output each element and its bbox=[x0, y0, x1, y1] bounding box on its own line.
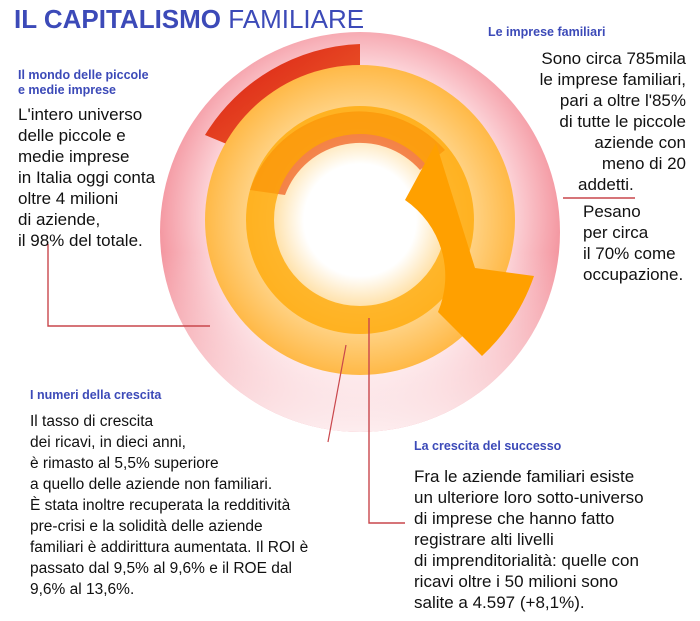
leader-line-successo bbox=[368, 318, 405, 524]
numeri-text-line: dei ricavi, in dieci anni, bbox=[30, 434, 186, 451]
numeri-text-line: Il tasso di crescita bbox=[30, 413, 154, 430]
numeri-heading: I numeri della crescita bbox=[30, 388, 161, 403]
successo-text-line: ricavi oltre i 50 milioni sono bbox=[414, 572, 619, 591]
successo-text-line: di imprese che hanno fatto bbox=[414, 509, 615, 528]
familiari-text-line: meno di 20 bbox=[601, 154, 686, 173]
numeri-text: Il tasso di crescita dei ricavi, in diec… bbox=[30, 411, 308, 600]
numeri-text-line: è rimasto al 5,5% superiore bbox=[30, 455, 219, 472]
orange-wedge bbox=[405, 143, 534, 356]
familiari-text-line: addetti. bbox=[578, 175, 634, 194]
successo-text-line: di imprenditorialità: quelle con bbox=[414, 551, 639, 570]
familiari-text-line: le imprese familiari, bbox=[539, 70, 686, 89]
numeri-text-line: familiari è addirittura aumentata. Il RO… bbox=[30, 539, 309, 556]
familiari-text-upper: Sono circa 785mila le imprese familiari,… bbox=[486, 48, 686, 195]
successo-text: Fra le aziende familiari esiste un ulter… bbox=[414, 466, 644, 613]
successo-heading: La crescita del successo bbox=[414, 439, 561, 454]
familiari-text-line: Pesano bbox=[583, 202, 641, 221]
successo-text-line: salite a 4.597 (+8,1%). bbox=[414, 593, 585, 612]
numeri-text-line: pre-crisi e la solidità delle aziende bbox=[30, 518, 263, 535]
pmi-text: L'intero universo delle piccole e medie … bbox=[18, 104, 155, 251]
pmi-text-line: medie imprese bbox=[18, 147, 130, 166]
familiari-text-line: per circa bbox=[583, 223, 649, 242]
numeri-text-line: 9,6% al 13,6%. bbox=[30, 581, 135, 598]
successo-text-line: Fra le aziende familiari esiste bbox=[414, 467, 635, 486]
title-light: FAMILIARE bbox=[228, 4, 365, 34]
familiari-text-line: aziende con bbox=[594, 133, 686, 152]
familiari-text-lower: Pesano per circa il 70% come occupazione… bbox=[583, 201, 683, 285]
leader-line-pmi bbox=[47, 244, 210, 327]
numeri-heading-line: I numeri della crescita bbox=[30, 388, 162, 402]
familiari-text-line: occupazione. bbox=[583, 265, 684, 284]
title-bold: IL CAPITALISMO bbox=[14, 4, 222, 34]
pmi-text-line: in Italia oggi conta bbox=[18, 168, 156, 187]
pmi-text-line: di aziende, bbox=[18, 210, 101, 229]
successo-text-line: registrare alti livelli bbox=[414, 530, 554, 549]
numeri-text-line: passato dal 9,5% al 9,6% e il ROE dal bbox=[30, 560, 292, 577]
pmi-text-line: delle piccole e bbox=[18, 126, 126, 145]
numeri-text-line: È stata inoltre recuperata la redditivit… bbox=[30, 497, 291, 514]
successo-heading-line: La crescita del successo bbox=[414, 439, 562, 453]
pmi-heading: Il mondo delle piccole e medie imprese bbox=[18, 68, 149, 98]
leader-line-numeri bbox=[327, 344, 347, 443]
pmi-text-line: oltre 4 milioni bbox=[18, 189, 119, 208]
pmi-heading-line: e medie imprese bbox=[18, 83, 116, 97]
familiari-text-line: Sono circa 785mila bbox=[541, 49, 686, 68]
pmi-text-line: il 98% del totale. bbox=[18, 231, 143, 250]
page-title: IL CAPITALISMO FAMILIARE bbox=[14, 4, 364, 34]
successo-text-line: un ulteriore loro sotto-universo bbox=[414, 488, 644, 507]
center-hole bbox=[316, 176, 404, 264]
pmi-text-line: L'intero universo bbox=[18, 105, 143, 124]
pmi-heading-line: Il mondo delle piccole bbox=[18, 68, 149, 82]
familiari-text-line: di tutte le piccole bbox=[559, 112, 686, 131]
familiari-heading: Le imprese familiari bbox=[488, 25, 605, 40]
familiari-heading-line: Le imprese familiari bbox=[488, 25, 606, 39]
numeri-text-line: a quello delle aziende non familiari. bbox=[30, 476, 273, 493]
familiari-text-line: il 70% come bbox=[583, 244, 676, 263]
familiari-text-line: pari a oltre l'85% bbox=[559, 91, 686, 110]
